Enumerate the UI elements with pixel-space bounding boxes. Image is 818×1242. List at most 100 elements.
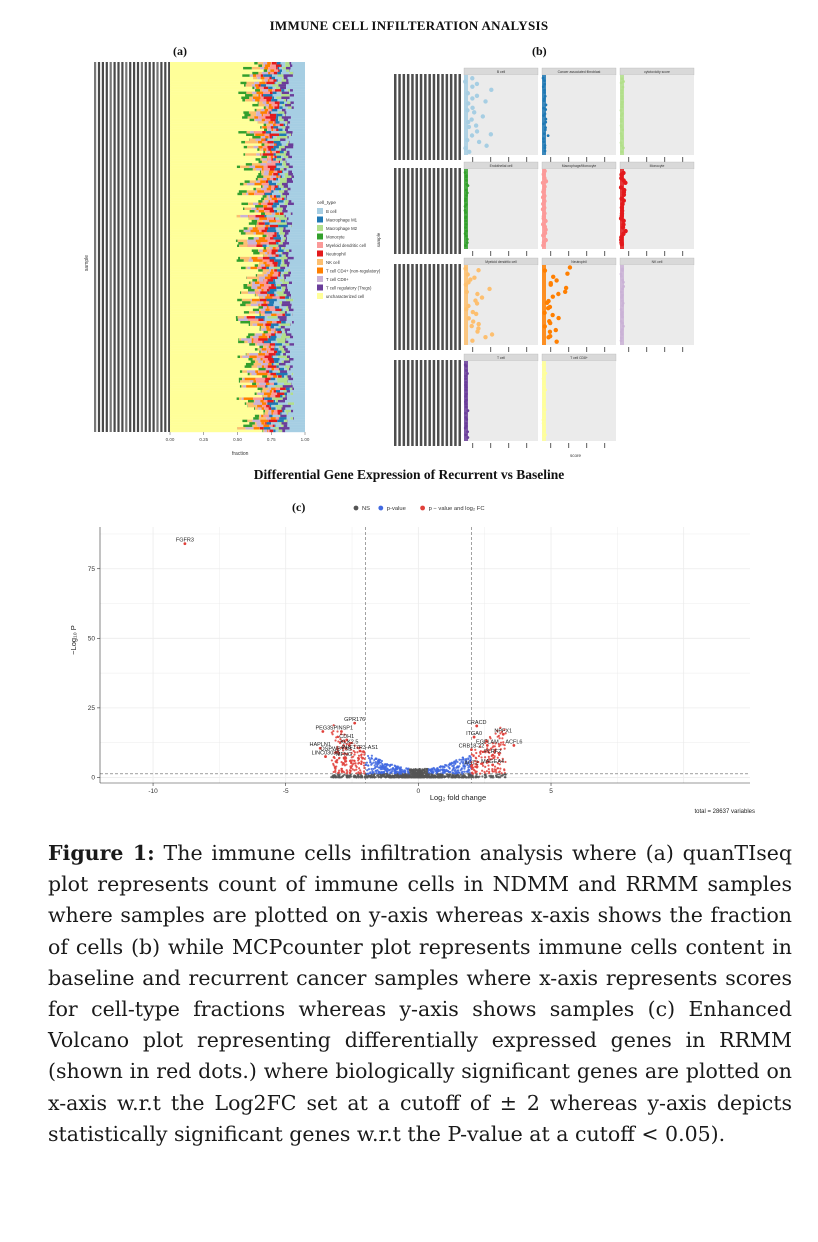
legend-swatch [317, 276, 323, 282]
bar-segment-b-cell [289, 91, 305, 95]
volcano-point [485, 770, 488, 773]
bar-segment [271, 136, 274, 139]
bar-segment [261, 113, 264, 117]
volcano-point [351, 759, 354, 762]
volcano-point [422, 775, 425, 778]
volcano-point [345, 747, 348, 751]
bar-segment [235, 239, 238, 243]
volcano-point [340, 733, 343, 736]
volcano-point [340, 767, 343, 770]
sample-label-column [105, 62, 108, 432]
bar-segment [279, 133, 287, 137]
volcano-point [484, 776, 487, 779]
legend-swatch [317, 225, 323, 231]
bar-segment [264, 276, 271, 280]
facet-point [556, 315, 561, 321]
bar-segment-uncharacterized [170, 69, 264, 73]
bar-segment [243, 311, 249, 314]
bar-segment [278, 370, 281, 373]
bar-segment [286, 143, 289, 147]
volcano-point [484, 765, 487, 768]
bar-segment [273, 399, 276, 403]
facet-tick-label [646, 157, 648, 162]
facet-tick-label [568, 443, 570, 448]
volcano-point [371, 769, 374, 773]
bar-segment [279, 311, 285, 314]
bar-segment [246, 385, 258, 388]
bar-segment [276, 116, 279, 119]
bar-segment [258, 318, 264, 322]
bar-segment [254, 281, 260, 285]
volcano-point [457, 773, 460, 776]
volcano-point [367, 768, 371, 771]
bar-segment [266, 348, 271, 351]
volcano-point [483, 773, 486, 776]
bar-segment-b-cell [285, 158, 305, 161]
bar-segment [265, 116, 277, 119]
bar-segment [270, 348, 275, 351]
volcano-point [355, 772, 358, 775]
bar-segment-b-cell [291, 200, 305, 203]
bar-segment [267, 254, 273, 258]
bar-segment-uncharacterized [170, 121, 258, 124]
volcano-point [410, 768, 413, 771]
bar-segment [282, 192, 290, 196]
volcano-point [375, 771, 378, 775]
bar-segment [238, 377, 243, 381]
bar-segment [278, 205, 280, 208]
bar-segment-uncharacterized [170, 234, 263, 238]
bar-segment [253, 116, 255, 119]
bar-segment [282, 103, 285, 107]
facet-tick-label [586, 347, 588, 352]
bar-segment-uncharacterized [170, 399, 248, 403]
bar-segment [288, 281, 293, 285]
bar-segment [266, 126, 271, 129]
bar-segment [286, 306, 289, 309]
bar-segment [254, 399, 261, 403]
bar-segment-uncharacterized [170, 91, 239, 95]
bar-segment-b-cell [286, 316, 305, 319]
bar-segment [280, 71, 290, 75]
sample-label-column [398, 264, 401, 350]
bar-segment [269, 404, 272, 408]
bar-segment [273, 264, 278, 267]
bar-segment [255, 370, 259, 373]
bar-segment [254, 108, 257, 112]
sample-label-column [411, 74, 414, 160]
facet-baseline-bar [542, 361, 546, 441]
bar-segment [238, 190, 247, 193]
bar-segment [289, 64, 293, 68]
bar-segment [276, 288, 283, 292]
facet-tick-label [628, 347, 630, 352]
volcano-point [352, 759, 356, 762]
bar-segment [290, 392, 294, 396]
bar-segment [264, 429, 268, 433]
bar-segment [256, 86, 260, 90]
bar-segment [262, 358, 268, 361]
volcano-point [460, 758, 463, 761]
bar-segment [272, 370, 279, 373]
bar-segment [271, 407, 276, 410]
bar-segment [270, 237, 274, 240]
bar-segment [273, 429, 276, 433]
bar-segment [288, 269, 291, 272]
bar-segment [279, 69, 283, 73]
bar-segment [269, 76, 272, 80]
bar-segment [282, 106, 288, 110]
bar-segment [284, 419, 288, 423]
bar-segment [287, 392, 291, 396]
volcano-point [344, 760, 347, 763]
bar-segment [282, 288, 285, 292]
bar-segment [288, 173, 293, 176]
bar-segment-uncharacterized [170, 308, 253, 312]
bar-segment [246, 402, 254, 406]
bar-segment-uncharacterized [170, 259, 237, 262]
bar-segment-uncharacterized [170, 84, 244, 87]
bar-segment [269, 380, 278, 383]
bar-segment [280, 335, 290, 339]
bar-segment [267, 279, 274, 282]
volcano-point [486, 747, 489, 750]
bar-segment-uncharacterized [170, 195, 263, 198]
volcano-point [376, 765, 379, 768]
bar-segment-b-cell [285, 227, 305, 230]
